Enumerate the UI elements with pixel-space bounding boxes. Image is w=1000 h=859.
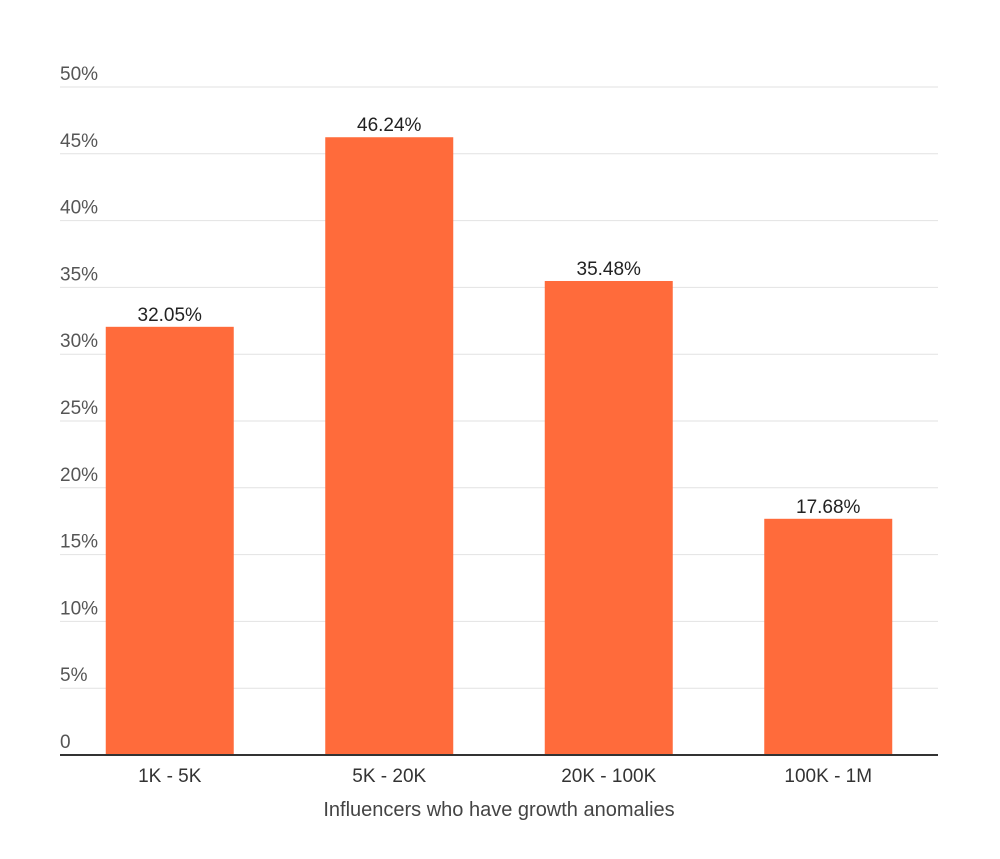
bar: [325, 137, 454, 756]
x-tick-label: 1K - 5K: [138, 766, 202, 787]
data-label: 17.68%: [796, 497, 861, 518]
bars: [105, 137, 893, 756]
data-labels: 32.05% 46.24% 35.48% 17.68%: [138, 115, 861, 518]
y-tick-label: 20%: [60, 465, 98, 486]
y-tick-label: 40%: [60, 198, 98, 219]
y-tick-label: 30%: [60, 331, 98, 352]
data-label: 32.05%: [138, 305, 203, 326]
bar: [764, 518, 893, 755]
x-tick-label: 100K - 1M: [784, 766, 872, 787]
y-tick-label: 25%: [60, 398, 98, 419]
y-tick-label: 5%: [60, 665, 88, 686]
bar: [105, 326, 234, 755]
data-label: 35.48%: [577, 259, 642, 280]
data-label: 46.24%: [357, 115, 422, 136]
y-tick-label: 15%: [60, 532, 98, 553]
y-tick-label: 45%: [60, 131, 98, 152]
y-tick-label: 0: [60, 732, 71, 753]
bar: [544, 280, 673, 755]
y-axis-ticks: 0 5% 10% 15% 20% 25% 30% 35% 40% 45% 50%: [60, 64, 98, 753]
x-tick-label: 5K - 20K: [352, 766, 426, 787]
y-tick-label: 10%: [60, 598, 98, 619]
y-tick-label: 50%: [60, 64, 98, 85]
x-axis-label: Influencers who have growth anomalies: [323, 799, 674, 821]
x-axis-ticks: 1K - 5K 5K - 20K 20K - 100K 100K - 1M: [138, 766, 872, 787]
y-tick-label: 35%: [60, 264, 98, 285]
x-tick-label: 20K - 100K: [561, 766, 656, 787]
